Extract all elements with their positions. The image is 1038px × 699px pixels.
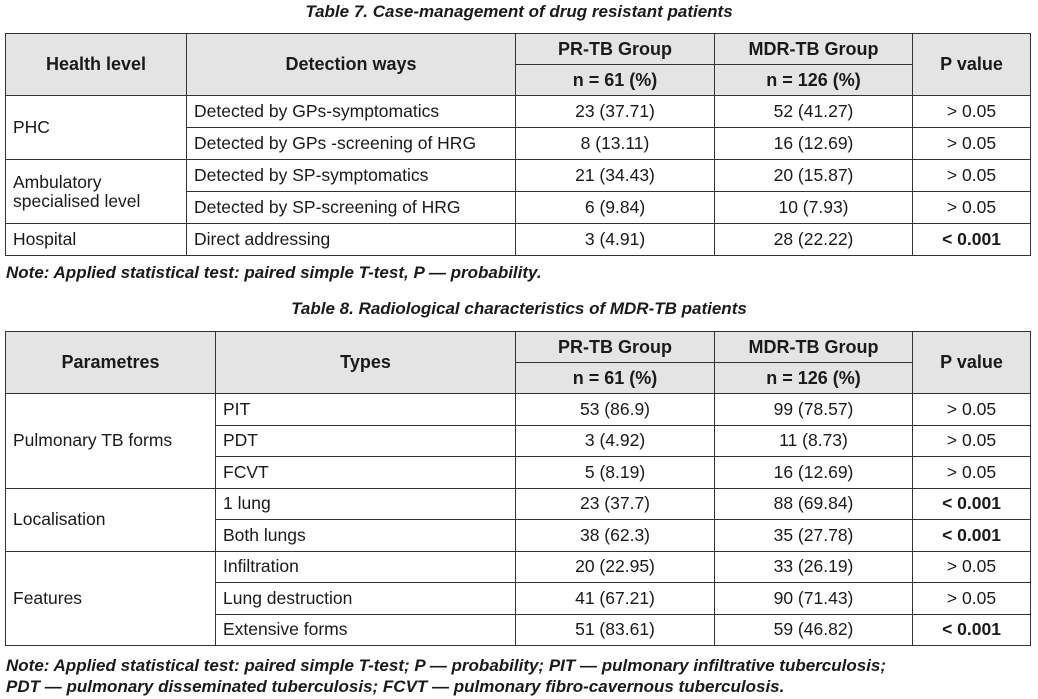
- table8-cell-mdr: 88 (69.84): [714, 487, 913, 520]
- table8-cell-type: 1 lung: [215, 487, 516, 520]
- table8-cell-p: > 0.05: [912, 582, 1031, 615]
- table7-cell-way: Detected by SP-symptomatics: [186, 159, 516, 192]
- table7-header-detection-ways: Detection ways: [186, 33, 516, 96]
- table8-cell-p: > 0.05: [912, 393, 1031, 426]
- table8-group-label: Features: [5, 550, 216, 646]
- table8-cell-pr: 3 (4.92): [515, 424, 715, 457]
- table-row: Detected by SP-screening of HRG 6 (9.84)…: [6, 191, 1031, 224]
- table8-cell-mdr: 99 (78.57): [714, 393, 913, 426]
- table8-cell-type: PDT: [215, 424, 516, 457]
- table8-cell-p: < 0.001: [912, 613, 1031, 646]
- table8-header-parametres: Parametres: [5, 331, 216, 394]
- table8-header-pr-n: n = 61 (%): [515, 362, 715, 394]
- table8-cell-pr: 23 (37.7): [515, 487, 715, 520]
- table-row: Extensive forms 51 (83.61) 59 (46.82) < …: [6, 613, 1031, 646]
- table7-header-health-level: Health level: [5, 33, 187, 96]
- table-row: PHC Detected by GPs-symptomatics 23 (37.…: [5, 95, 1031, 160]
- table7-group-label: Hospital: [5, 223, 187, 256]
- table7-cell-way: Detected by GPs-symptomatics: [186, 95, 516, 128]
- table7-group-label: PHC: [5, 95, 187, 160]
- table8-cell-mdr: 59 (46.82): [714, 613, 913, 646]
- table8-cell-p: > 0.05: [912, 550, 1031, 583]
- table8-note-line1: Note: Applied statistical test: paired s…: [6, 656, 887, 675]
- table7-cell-pr: 21 (34.43): [515, 159, 715, 192]
- table8-note-line2: PDT — pulmonary disseminated tuberculosi…: [6, 677, 785, 696]
- table7-header-mdr-group: MDR-TB Group: [714, 33, 913, 65]
- table7-header-pvalue: P value: [912, 33, 1031, 96]
- table7-cell-way: Direct addressing: [186, 223, 516, 256]
- table7-cell-pr: 6 (9.84): [515, 191, 715, 224]
- table8: Parametres Types PR-TB Group MDR-TB Grou…: [5, 331, 1031, 646]
- table7-header-mdr-n: n = 126 (%): [714, 64, 913, 96]
- table8-cell-type: Both lungs: [215, 519, 516, 552]
- table7-cell-mdr: 16 (12.69): [714, 127, 913, 160]
- table8-cell-pr: 41 (67.21): [515, 582, 715, 615]
- table-row: Features Infiltration 20 (22.95) 33 (26.…: [5, 550, 1031, 646]
- table8-cell-mdr: 16 (12.69): [714, 456, 913, 489]
- table7-cell-p: > 0.05: [912, 127, 1031, 160]
- table-row: Both lungs 38 (62.3) 35 (27.78) < 0.001: [6, 519, 1031, 552]
- table7-cell-mdr: 52 (41.27): [714, 95, 913, 128]
- table8-cell-type: Extensive forms: [215, 613, 516, 646]
- table8-cell-p: < 0.001: [912, 487, 1031, 520]
- table8-cell-mdr: 11 (8.73): [714, 424, 913, 457]
- table7-cell-p: > 0.05: [912, 159, 1031, 192]
- table8-group-label: Pulmonary TB forms: [5, 393, 216, 489]
- table8-cell-pr: 5 (8.19): [515, 456, 715, 489]
- table7-cell-mdr: 10 (7.93): [714, 191, 913, 224]
- table7-cell-way: Detected by GPs -screening of HRG: [186, 127, 516, 160]
- table8-cell-p: < 0.001: [912, 519, 1031, 552]
- table7-cell-pr: 23 (37.71): [515, 95, 715, 128]
- table8-cell-pr: 20 (22.95): [515, 550, 715, 583]
- table8-cell-mdr: 35 (27.78): [714, 519, 913, 552]
- table8-cell-type: Lung destruction: [215, 582, 516, 615]
- table8-group-label: Localisation: [5, 487, 216, 552]
- table-row: Pulmonary TB forms PIT 53 (86.9) 99 (78.…: [5, 393, 1031, 489]
- table8-header-pvalue: P value: [912, 331, 1031, 394]
- table8-cell-p: > 0.05: [912, 424, 1031, 457]
- table7-cell-mdr: 20 (15.87): [714, 159, 913, 192]
- table8-cell-type: FCVT: [215, 456, 516, 489]
- table-row: Detected by GPs -screening of HRG 8 (13.…: [6, 127, 1031, 160]
- table-row: PDT 3 (4.92) 11 (8.73) > 0.05: [6, 424, 1031, 457]
- table7-cell-p: > 0.05: [912, 95, 1031, 128]
- table7-group-label-line2: specialised level: [13, 190, 141, 211]
- table8-header-mdr-n: n = 126 (%): [714, 362, 913, 394]
- table-row: Ambulatory specialised level Detected by…: [5, 159, 1031, 224]
- table8-cell-type: Infiltration: [215, 550, 516, 583]
- table7-note: Note: Applied statistical test: paired s…: [6, 263, 542, 282]
- table7-group-label-line1: Ambulatory: [13, 171, 102, 192]
- table7-title: Table 7. Case-management of drug resista…: [305, 2, 733, 21]
- table7-cell-pr: 3 (4.91): [515, 223, 715, 256]
- table7: Health level Detection ways PR-TB Group …: [5, 33, 1031, 256]
- table-row: Hospital Direct addressing 3 (4.91) 28 (…: [5, 223, 1031, 256]
- table8-cell-mdr: 90 (71.43): [714, 582, 913, 615]
- table8-cell-p: > 0.05: [912, 456, 1031, 489]
- table8-title: Table 8. Radiological characteristics of…: [291, 299, 747, 318]
- table8-cell-type: PIT: [215, 393, 516, 426]
- table7-group-label: Ambulatory specialised level: [5, 159, 187, 224]
- table8-cell-mdr: 33 (26.19): [714, 550, 913, 583]
- table7-cell-p: > 0.05: [912, 191, 1031, 224]
- table7-cell-mdr: 28 (22.22): [714, 223, 913, 256]
- table8-cell-pr: 53 (86.9): [515, 393, 715, 426]
- table-row: Lung destruction 41 (67.21) 90 (71.43) >…: [6, 582, 1031, 615]
- table7-header-pr-group: PR-TB Group: [515, 33, 715, 65]
- table8-header-types: Types: [215, 331, 516, 394]
- table8-header-pr-group: PR-TB Group: [515, 331, 715, 363]
- table7-cell-p: < 0.001: [912, 223, 1031, 256]
- table7-header-pr-n: n = 61 (%): [515, 64, 715, 96]
- table7-cell-pr: 8 (13.11): [515, 127, 715, 160]
- table-row: FCVT 5 (8.19) 16 (12.69) > 0.05: [6, 456, 1031, 489]
- table-row: Localisation 1 lung 23 (37.7) 88 (69.84)…: [5, 487, 1031, 552]
- table8-cell-pr: 51 (83.61): [515, 613, 715, 646]
- table8-cell-pr: 38 (62.3): [515, 519, 715, 552]
- table8-header-mdr-group: MDR-TB Group: [714, 331, 913, 363]
- table7-cell-way: Detected by SP-screening of HRG: [186, 191, 516, 224]
